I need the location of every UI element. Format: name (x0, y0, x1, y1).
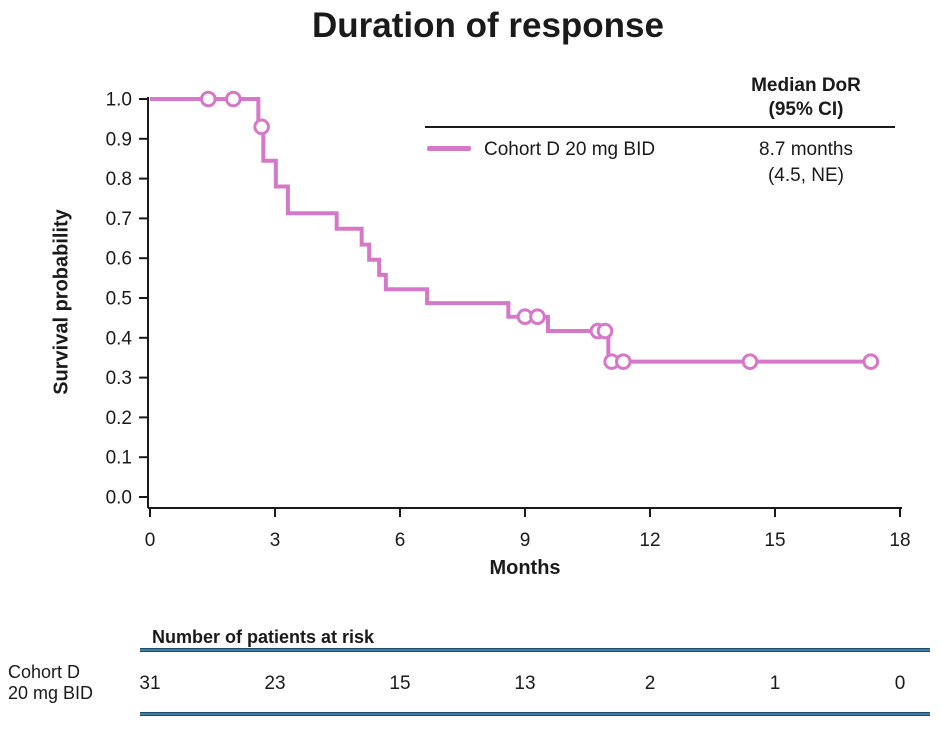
y-tick-label: 0.9 (106, 129, 132, 150)
risk-count: 13 (514, 673, 536, 694)
legend-median-ci: (4.5, NE) (767, 165, 845, 186)
y-tick-label: 0.8 (106, 169, 132, 190)
legend-series-label: Cohort D 20 mg BID (484, 139, 656, 160)
risk-row-label-line1: Cohort D (8, 662, 81, 682)
x-tick-label: 15 (764, 530, 785, 551)
censor-mark (200, 90, 217, 108)
risk-count: 1 (769, 673, 781, 694)
censor-mark (741, 353, 759, 370)
risk-table-header: Number of patients at risk (152, 627, 375, 647)
legend-median-value: 8.7 months (759, 139, 853, 160)
survival-plot: 0.0 0.1 0.2 0.3 0.4 0.5 0.6 0.7 0.8 0.9 1.0 0 3 6 9 12 1… (106, 90, 911, 552)
legend-header: Median DoR (95% CI) (751, 74, 861, 122)
risk-row-label: Cohort D 20 mg BID (8, 662, 93, 704)
censor-mark (615, 353, 632, 370)
y-tick-label: 0.5 (106, 289, 132, 310)
risk-count: 15 (389, 673, 411, 694)
censor-mark (596, 322, 614, 340)
legend-header-line1: Median DoR (751, 75, 861, 96)
legend-header-line2: (95% CI) (768, 99, 844, 120)
censor-mark (253, 118, 270, 136)
x-tick-label: 6 (395, 530, 406, 551)
chart-title: Duration of response (312, 6, 664, 45)
x-tick-label: 12 (639, 530, 660, 551)
risk-table-rule-top (140, 648, 930, 652)
censor-mark (862, 353, 880, 370)
risk-table-rule-bottom (140, 712, 930, 716)
y-tick-label: 0.3 (106, 368, 132, 389)
risk-count: 31 (139, 673, 161, 694)
x-tick-label: 3 (270, 530, 281, 551)
risk-row-label-line2: 20 mg BID (8, 683, 94, 703)
y-tick-label: 0.6 (106, 249, 132, 270)
y-tick-label: 0.4 (106, 328, 133, 349)
x-tick-label: 0 (145, 530, 156, 551)
censor-mark (529, 308, 546, 326)
y-tick-label: 0.1 (106, 448, 132, 469)
y-tick-label: 0.0 (106, 488, 132, 509)
y-tick-label: 1.0 (106, 90, 132, 111)
risk-count: 2 (644, 673, 656, 694)
legend-series-swatch (427, 146, 471, 151)
x-tick-label: 9 (520, 530, 531, 551)
y-tick-label: 0.2 (106, 408, 132, 429)
x-axis-label: Months (489, 557, 561, 579)
risk-counts-row: 31 23 15 13 2 1 0 (0, 673, 941, 697)
y-tick-label: 0.7 (106, 209, 132, 230)
censor-mark (225, 90, 242, 108)
x-tick-label: 18 (889, 530, 910, 551)
legend-rule (425, 126, 895, 128)
risk-count: 23 (264, 673, 286, 694)
risk-count: 0 (894, 673, 906, 694)
